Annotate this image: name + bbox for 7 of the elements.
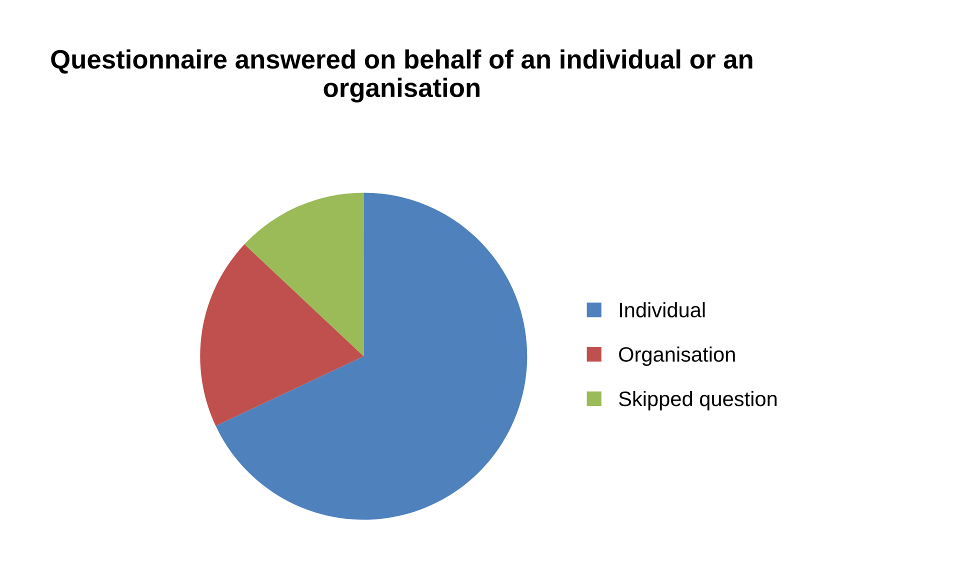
legend-label: Organisation bbox=[619, 346, 735, 366]
legend-label: Skipped question bbox=[619, 390, 777, 410]
pie-slice bbox=[200, 244, 364, 426]
pie-slice bbox=[244, 192, 364, 356]
chart-title: Questionnaire answered on behalf of an individual or an organisation bbox=[51, 49, 752, 102]
pie-slice bbox=[216, 192, 528, 520]
legend-label: Individual bbox=[620, 302, 705, 318]
